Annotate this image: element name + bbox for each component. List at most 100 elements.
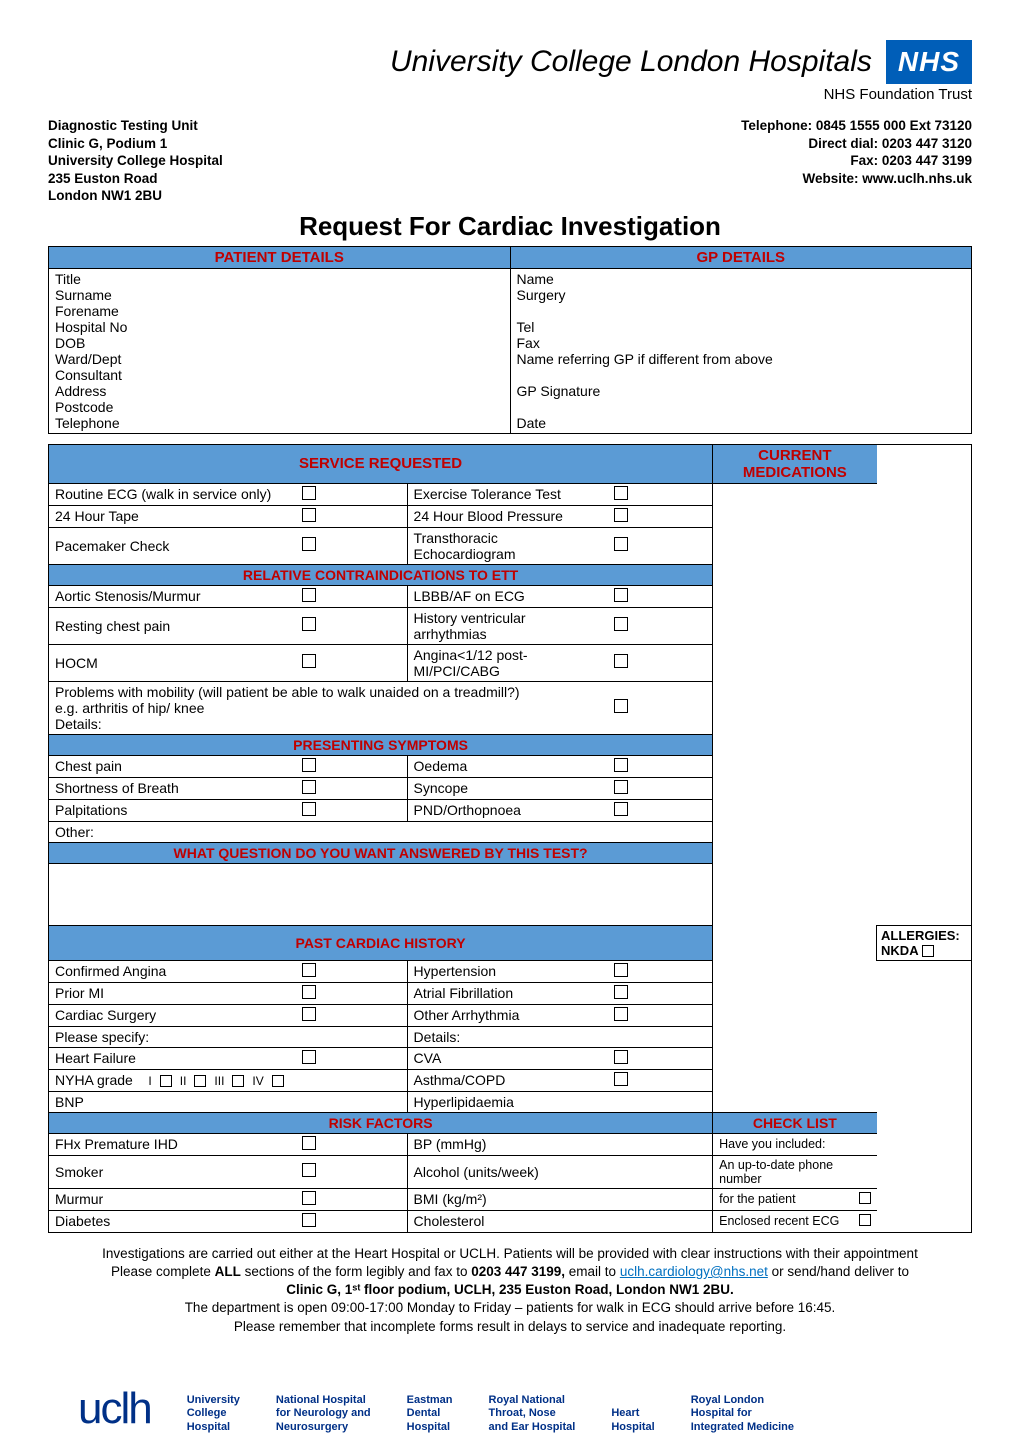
field-label: Name referring GP if different from abov… — [517, 351, 966, 367]
contra-item: Angina<1/12 post-MI/PCI/CABG — [407, 644, 608, 681]
checkbox[interactable] — [302, 486, 316, 500]
addr-line: Clinic G, Podium 1 — [48, 135, 223, 153]
allergies-box[interactable] — [877, 960, 972, 1112]
contra-header: RELATIVE CONTRAINDICATIONS TO ETT — [49, 564, 713, 585]
service-item: 24 Hour Blood Pressure — [407, 505, 608, 527]
checklist-line: Enclosed recent ECG — [713, 1210, 877, 1232]
checkbox[interactable] — [302, 1163, 316, 1177]
contact-line: Website: www.uclh.nhs.uk — [741, 170, 972, 188]
trust-name: NHS Foundation Trust — [48, 86, 972, 103]
contact-line: Direct dial: 0203 447 3120 — [741, 135, 972, 153]
checkbox[interactable] — [614, 780, 628, 794]
past-item: BNP — [49, 1091, 296, 1112]
contact-line: Telephone: 0845 1555 000 Ext 73120 — [741, 117, 972, 135]
org-name: University College London Hospitals — [390, 45, 872, 79]
checkbox[interactable] — [160, 1075, 172, 1087]
checkbox[interactable] — [614, 1072, 628, 1086]
checkbox[interactable] — [614, 985, 628, 999]
service-item: 24 Hour Tape — [49, 505, 296, 527]
email-link[interactable]: uclh.cardiology@nhs.net — [620, 1264, 768, 1279]
checkbox[interactable] — [614, 699, 628, 713]
checkbox[interactable] — [302, 617, 316, 631]
checkbox[interactable] — [614, 537, 628, 551]
field-label: Fax — [517, 335, 966, 351]
risk-item: Murmur — [49, 1188, 296, 1210]
checkbox[interactable] — [614, 1007, 628, 1021]
field-label: GP Signature — [517, 383, 966, 399]
gp-details-header: GP DETAILS — [510, 246, 972, 268]
checklist-header: CHECK LIST — [713, 1112, 877, 1133]
risk-item: BMI (kg/m²) — [407, 1188, 713, 1210]
checkbox[interactable] — [859, 1192, 871, 1204]
checkbox[interactable] — [272, 1075, 284, 1087]
checkbox[interactable] — [302, 802, 316, 816]
checkbox[interactable] — [614, 486, 628, 500]
checkbox[interactable] — [302, 985, 316, 999]
checkbox[interactable] — [922, 945, 934, 957]
uclh-logo: uclh — [78, 1384, 151, 1434]
footer-hospital: Royal LondonHospital forIntegrated Medic… — [691, 1394, 794, 1434]
checkbox[interactable] — [194, 1075, 206, 1087]
checkbox[interactable] — [302, 1136, 316, 1150]
checkbox[interactable] — [302, 758, 316, 772]
checkbox[interactable] — [302, 1007, 316, 1021]
checkbox[interactable] — [859, 1214, 871, 1226]
checkbox[interactable] — [302, 1191, 316, 1205]
medications-box[interactable] — [713, 483, 877, 1112]
checkbox[interactable] — [302, 1050, 316, 1064]
field-label: Forename — [55, 303, 504, 319]
footer-hospital: HeartHospital — [611, 1407, 654, 1433]
field-label: Surname — [55, 287, 504, 303]
past-item: Hypertension — [407, 960, 608, 982]
checkbox[interactable] — [302, 963, 316, 977]
field-label: Hospital No — [55, 319, 504, 335]
nyha-row: NYHA grade I II III IV — [49, 1069, 296, 1091]
footer-line: Clinic G, 1ˢᵗ floor podium, UCLH, 235 Eu… — [286, 1282, 734, 1297]
checkbox[interactable] — [614, 758, 628, 772]
addr-line: University College Hospital — [48, 152, 223, 170]
field-label: Address — [55, 383, 504, 399]
symptom-item: Chest pain — [49, 755, 296, 777]
checkbox[interactable] — [302, 508, 316, 522]
footer-hospital: UniversityCollegeHospital — [187, 1394, 240, 1434]
checklist-line: Have you included: — [713, 1133, 877, 1155]
mobility-line: Details: — [55, 716, 602, 732]
symptom-item: Syncope — [407, 777, 608, 799]
checkbox[interactable] — [614, 654, 628, 668]
symptoms-header: PRESENTING SYMPTOMS — [49, 734, 713, 755]
checkbox[interactable] — [302, 1213, 316, 1227]
past-item: Other Arrhythmia — [407, 1004, 608, 1026]
addr-line: Diagnostic Testing Unit — [48, 117, 223, 135]
question-box[interactable] — [49, 863, 713, 925]
contact-details: Telephone: 0845 1555 000 Ext 73120 Direc… — [741, 117, 972, 205]
checkbox[interactable] — [302, 537, 316, 551]
past-item: CVA — [407, 1047, 608, 1069]
nyha-ii: II — [180, 1074, 187, 1088]
footer-hospital: EastmanDentalHospital — [407, 1394, 453, 1434]
checkbox[interactable] — [232, 1075, 244, 1087]
past-specify: Please specify: — [49, 1026, 408, 1047]
past-item: Hyperlipidaemia — [407, 1091, 608, 1112]
checkbox[interactable] — [614, 802, 628, 816]
checkbox[interactable] — [302, 654, 316, 668]
footer-instructions: Investigations are carried out either at… — [48, 1245, 972, 1336]
checkbox[interactable] — [614, 963, 628, 977]
field-label: Consultant — [55, 367, 504, 383]
past-item: Atrial Fibrillation — [407, 982, 608, 1004]
checkbox[interactable] — [614, 1050, 628, 1064]
symptom-other: Other: — [49, 821, 713, 842]
checkbox[interactable] — [302, 588, 316, 602]
footer-logos: uclh UniversityCollegeHospital National … — [48, 1384, 972, 1434]
field-label: Telephone — [55, 415, 504, 431]
service-item: Transthoracic Echocardiogram — [407, 527, 608, 564]
footer-line: Please remember that incomplete forms re… — [48, 1318, 972, 1336]
logo-row: University College London Hospitals NHS — [48, 40, 972, 84]
checkbox[interactable] — [614, 588, 628, 602]
checkbox[interactable] — [302, 780, 316, 794]
checkbox[interactable] — [614, 617, 628, 631]
past-details: Details: — [407, 1026, 713, 1047]
service-header: SERVICE REQUESTED — [49, 444, 713, 483]
past-item: Prior MI — [49, 982, 296, 1004]
checklist-line: for the patient — [713, 1188, 877, 1210]
checkbox[interactable] — [614, 508, 628, 522]
